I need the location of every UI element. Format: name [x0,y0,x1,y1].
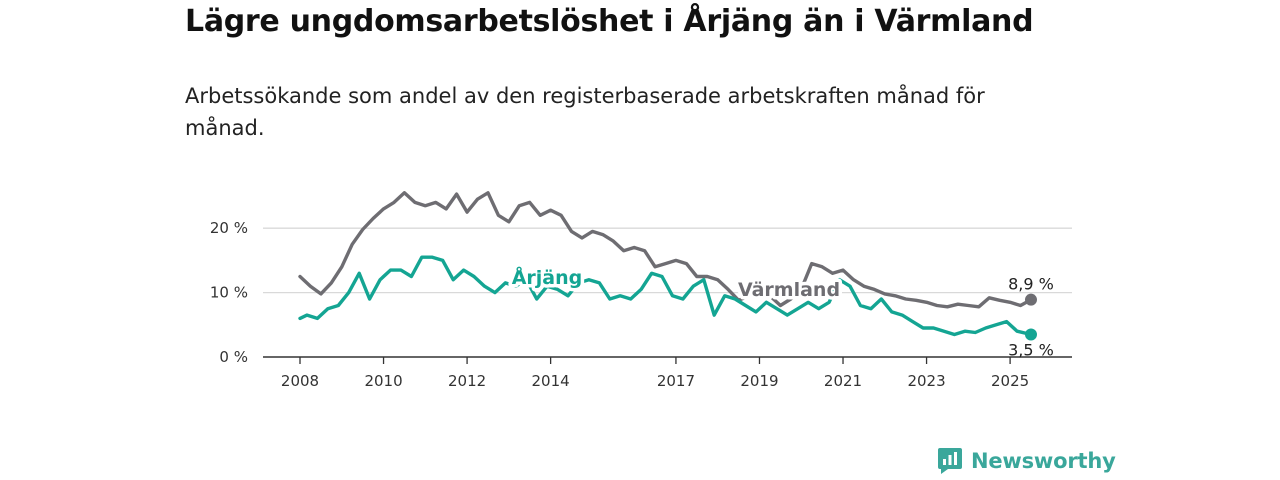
newsworthy-brand[interactable]: Newsworthy [937,447,1116,475]
end-point-arjang [1024,328,1037,341]
series-label-arjang: Årjäng [512,265,583,289]
series-lines [298,191,1037,341]
x-tick-label: 2019 [740,372,778,390]
series-line-varmland [298,191,1033,309]
gridlines [263,227,1072,294]
x-tick-label: 2023 [907,372,945,390]
end-value-label: 3,5 % [1008,340,1054,359]
x-tick-label: 2021 [824,372,862,390]
y-tick-label: 20 % [210,219,248,237]
x-tick-label: 2012 [448,372,486,390]
brand-name: Newsworthy [971,449,1116,473]
x-tick-label: 2025 [991,372,1029,390]
series-line-arjang [298,255,1033,337]
series-label-varmland: Värmland [738,279,840,301]
line-chart: 0 % 10 % 20 % 2008 2010 2012 2014 2017 2019 2021 2… [210,191,1072,390]
x-tick-label: 2014 [532,372,570,390]
axes: 0 % 10 % 20 % 2008 2010 2012 2014 2017 2019 2021 2… [210,219,1072,390]
newsworthy-logo-icon [938,448,962,474]
chart-subtitle: Arbetssökande som andel av den registerb… [185,84,985,140]
end-value-label: 8,9 % [1008,275,1054,294]
y-tick-label: 10 % [210,284,248,302]
end-point-varmland [1024,293,1037,306]
y-tick-label: 0 % [219,348,248,366]
x-tick-label: 2017 [657,372,695,390]
series-labels: 8,9 % 3,5 % Värmland Årjäng [508,262,1054,360]
chart-title: Lägre ungdomsarbetslöshet i Årjäng än i … [185,4,1034,39]
x-tick-label: 2010 [364,372,402,390]
x-tick-label: 2008 [281,372,319,390]
